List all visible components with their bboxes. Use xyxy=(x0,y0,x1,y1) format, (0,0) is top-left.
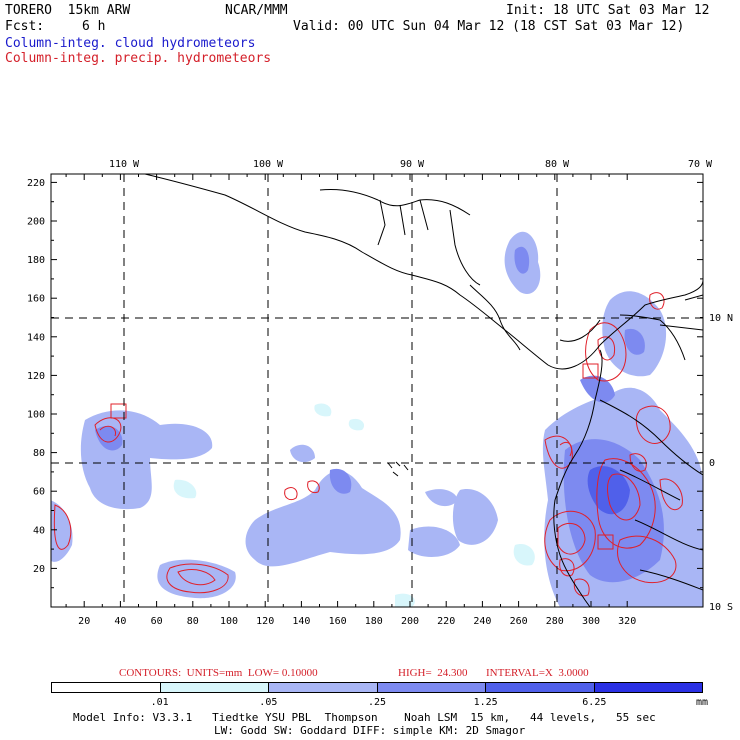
precip-contours xyxy=(53,292,683,597)
x-tick-label: 200 xyxy=(401,616,419,627)
colorbar-swatch xyxy=(594,683,702,692)
x-tick-label: 100 xyxy=(220,616,238,627)
x-tick-label: 120 xyxy=(256,616,274,627)
x-tick-label: 20 xyxy=(78,616,90,627)
y-tick-label: 140 xyxy=(27,332,45,343)
y-tick-label: 220 xyxy=(27,178,45,189)
init-time: Init: 18 UTC Sat 03 Mar 12 xyxy=(506,3,710,18)
map-frame xyxy=(50,173,704,608)
x-tick-label: 240 xyxy=(473,616,491,627)
colorbar-swatch xyxy=(269,683,378,692)
longitude-label: 100 W xyxy=(253,159,284,170)
colorbar-label: .05 xyxy=(259,697,278,708)
colorbar xyxy=(51,682,703,693)
y-tick-label: 40 xyxy=(33,525,45,536)
latitude-labels: 10 N 0 10 S xyxy=(709,313,733,613)
x-tick-label: 300 xyxy=(582,616,600,627)
colorbar-label: .25 xyxy=(367,697,387,708)
contour-units-label: CONTOURS: UNITS=mm LOW= 0.10000 xyxy=(119,667,318,679)
colorbar-swatch xyxy=(377,683,486,692)
y-tick-label: 200 xyxy=(27,217,45,228)
x-axis-tick-labels: 20 40 60 80 100 120 140 160 180 200 220 240 260 280 30… xyxy=(78,616,636,627)
longitude-labels: 110 W 100 W 90 W 80 W 70 W xyxy=(109,159,713,170)
y-tick-label: 120 xyxy=(27,371,45,382)
org-label: NCAR/MMM xyxy=(225,3,288,18)
longitude-label: 70 W xyxy=(688,159,713,170)
contour-high-label: HIGH= 24.300 xyxy=(398,667,468,679)
x-tick-label: 280 xyxy=(546,616,564,627)
y-tick-label: 160 xyxy=(27,294,45,305)
field-cloud-label: Column-integ. cloud hydrometeors xyxy=(5,36,256,51)
x-tick-label: 140 xyxy=(292,616,310,627)
y-tick-label: 180 xyxy=(27,255,45,266)
colorbar-label: 6.25 xyxy=(582,697,607,708)
x-tick-label: 260 xyxy=(510,616,528,627)
y-axis-tick-labels: 220 200 180 160 140 120 100 80 60 40 20 xyxy=(27,178,45,575)
y-axis-ticks xyxy=(51,181,703,589)
field-precip-label: Column-integ. precip. hydrometeors xyxy=(5,51,272,66)
colorbar-unit: mm xyxy=(696,697,709,708)
longitude-label: 110 W xyxy=(109,159,140,170)
x-axis-ticks xyxy=(65,174,628,607)
colorbar-label: 1.25 xyxy=(473,697,498,708)
y-tick-label: 100 xyxy=(27,410,45,421)
colorbar-swatch xyxy=(160,683,269,692)
cloud-shading xyxy=(51,231,703,607)
fcst-label: Fcst: xyxy=(5,19,45,34)
x-tick-label: 40 xyxy=(114,616,126,627)
model-info-line1: Model Info: V3.3.1 Tiedtke YSU PBL Thomp… xyxy=(73,711,656,724)
colorbar-label: .01 xyxy=(150,697,169,708)
fcst-value: 6 h xyxy=(82,19,106,34)
x-tick-label: 60 xyxy=(151,616,163,627)
x-tick-label: 180 xyxy=(365,616,383,627)
longitude-label: 80 W xyxy=(545,159,570,170)
latitude-label: 10 S xyxy=(709,602,733,613)
latitude-label: 0 xyxy=(709,458,715,469)
colorbar-swatch xyxy=(486,683,595,692)
lat-lon-grid xyxy=(51,174,703,607)
y-tick-label: 80 xyxy=(33,448,45,459)
coastlines xyxy=(144,174,703,607)
contour-interval-label: INTERVAL=X 3.0000 xyxy=(486,667,589,679)
x-tick-label: 220 xyxy=(437,616,455,627)
valid-time: Valid: 00 UTC Sun 04 Mar 12 (18 CST Sat … xyxy=(293,19,685,34)
longitude-label: 90 W xyxy=(400,159,425,170)
x-tick-label: 80 xyxy=(187,616,199,627)
colorbar-swatch xyxy=(52,683,161,692)
latitude-label: 10 N xyxy=(709,313,733,324)
x-tick-label: 160 xyxy=(329,616,347,627)
model-info-line2: LW: Godd SW: Goddard DIFF: simple KM: 2D… xyxy=(214,724,526,737)
y-tick-label: 60 xyxy=(33,487,45,498)
y-tick-label: 20 xyxy=(33,564,45,575)
x-tick-label: 320 xyxy=(618,616,636,627)
model-title: TORERO 15km ARW xyxy=(5,3,131,18)
